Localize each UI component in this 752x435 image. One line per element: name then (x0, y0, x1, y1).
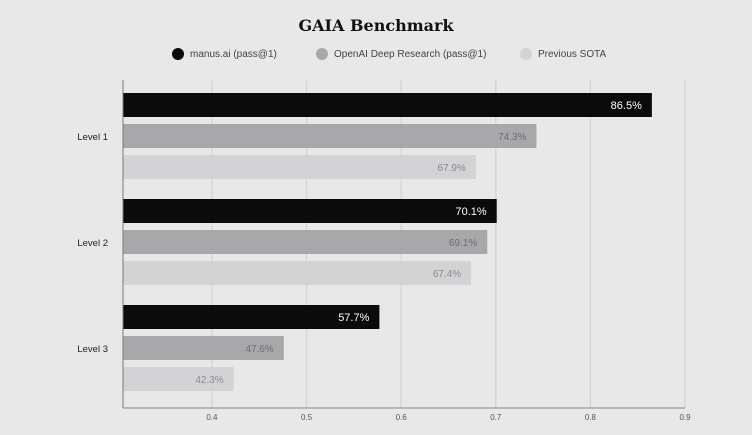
x-tick-label: 0.8 (585, 413, 597, 422)
chart-title: GAIA Benchmark (298, 16, 454, 35)
bar (123, 230, 488, 254)
data-label: 67.4% (433, 269, 461, 280)
data-label: 47.6% (245, 344, 273, 355)
data-label: 70.1% (456, 206, 487, 218)
legend-swatch (520, 48, 532, 60)
x-tick-label: 0.6 (396, 413, 408, 422)
data-label: 67.9% (438, 163, 466, 174)
bar (123, 199, 497, 223)
category-label: Level 2 (77, 238, 108, 249)
bar (123, 93, 652, 117)
legend-swatch (172, 48, 184, 60)
category-label: Level 1 (77, 132, 108, 143)
legend-item-manus: manus.ai (pass@1) (172, 48, 277, 60)
legend-item-sota: Previous SOTA (520, 48, 606, 60)
legend-label: manus.ai (pass@1) (190, 48, 277, 60)
bar (123, 367, 234, 391)
x-tick-label: 0.9 (679, 413, 691, 422)
bar (123, 336, 284, 360)
data-label: 42.3% (195, 375, 223, 386)
data-label: 69.1% (449, 238, 477, 249)
legend-label: OpenAI Deep Research (pass@1) (334, 48, 487, 60)
x-tick-label: 0.4 (206, 413, 218, 422)
legend-swatch (316, 48, 328, 60)
legend-item-openai: OpenAI Deep Research (pass@1) (316, 48, 486, 60)
bar (123, 261, 472, 285)
bar (123, 124, 537, 148)
data-label: 86.5% (611, 100, 642, 112)
category-label: Level 3 (77, 344, 108, 355)
bar (123, 305, 380, 329)
x-tick-label: 0.5 (301, 413, 313, 422)
bar (123, 155, 476, 179)
legend-label: Previous SOTA (538, 48, 607, 60)
data-label: 57.7% (338, 312, 369, 324)
x-tick-label: 0.7 (490, 413, 502, 422)
data-label: 74.3% (498, 132, 526, 143)
